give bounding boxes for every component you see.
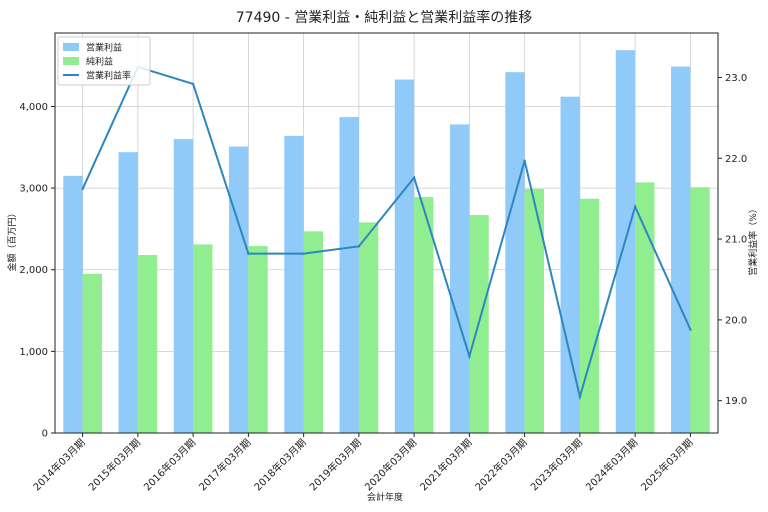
x-tick-label: 2015年03月期 [86, 436, 143, 493]
y-tick-label: 0 [42, 429, 48, 440]
margin-point [81, 187, 84, 191]
legend-box [57, 36, 151, 86]
legend-swatch [63, 43, 79, 51]
bar-net-profit [690, 187, 710, 433]
bar-net-profit [414, 197, 434, 433]
y2-axis-label: 営業利益率（%） [747, 204, 759, 276]
bar-net-profit [579, 198, 600, 433]
bar-net-profit [82, 273, 102, 433]
y-tick-label: 2,000 [19, 265, 48, 276]
margin-point [689, 328, 692, 331]
margin-point [468, 355, 471, 358]
margin-point [302, 252, 305, 255]
bar-net-profit [524, 188, 544, 433]
x-tick-label: 2020年03月期 [362, 436, 419, 493]
bar-operating-profit [284, 135, 304, 433]
bar-operating-profit [505, 72, 525, 434]
margin-point [578, 395, 582, 398]
x-tick-label: 2018年03月期 [251, 436, 308, 493]
bar-net-profit [635, 182, 655, 433]
y2-tick-label: 23.0 [725, 73, 747, 84]
legend-label: 営業利益率 [86, 70, 131, 82]
x-tick-label: 2014年03月期 [30, 436, 87, 493]
bar-operating-profit [671, 66, 691, 433]
x-axis-label: 会計年度 [367, 491, 403, 503]
y-tick-label: 1,000 [19, 347, 48, 358]
y-tick-label: 3,000 [19, 184, 48, 195]
margin-point [523, 159, 526, 162]
x-tick-label: 2017年03月期 [196, 436, 253, 493]
x-tick-label: 2025年03月期 [638, 436, 695, 493]
bar-operating-profit [560, 96, 580, 434]
chart-title: 77490 - 営業利益・純利益と営業利益率の推移 [236, 9, 533, 26]
plot-frame [54, 32, 719, 434]
axes-layer [54, 32, 719, 434]
bars-layer [63, 50, 710, 434]
margin-point [191, 82, 195, 86]
bar-net-profit [193, 244, 213, 433]
margin-point [412, 176, 416, 179]
bar-net-profit [303, 231, 323, 433]
x-tick-label: 2024年03月期 [583, 436, 640, 493]
bar-operating-profit [394, 79, 415, 433]
y2-tick-label: 22.0 [725, 154, 747, 165]
margin-point [633, 205, 637, 208]
line-layer [81, 65, 692, 401]
bar-operating-profit [229, 146, 249, 433]
bar-operating-profit [118, 152, 138, 434]
bar-operating-profit [450, 124, 470, 433]
bar-operating-profit [173, 139, 194, 434]
margin-point [247, 252, 250, 255]
bar-operating-profit [63, 175, 83, 433]
x-tick-label: 2023年03月期 [528, 436, 585, 493]
margin-line [81, 65, 692, 401]
y2-tick-label: 21.0 [725, 235, 747, 246]
x-tick-label: 2022年03月期 [472, 436, 529, 493]
x-tick-label: 2021年03月期 [417, 436, 474, 493]
x-tick-label: 2016年03月期 [141, 436, 198, 493]
y2-tick-label: 19.0 [725, 396, 747, 407]
legend-label: 純利益 [86, 56, 113, 68]
y-axis-label: 金額（百万円） [6, 208, 18, 271]
legend-swatch [63, 57, 79, 65]
margin-point [357, 245, 361, 248]
legend-label: 営業利益 [86, 42, 122, 54]
y-tick-label: 4,000 [19, 102, 48, 113]
bar-net-profit [358, 222, 379, 433]
y2-tick-label: 20.0 [725, 315, 747, 326]
x-tick-label: 2019年03月期 [307, 436, 364, 493]
bar-net-profit [137, 255, 158, 433]
bar-net-profit [248, 246, 268, 433]
bar-operating-profit [339, 117, 359, 433]
